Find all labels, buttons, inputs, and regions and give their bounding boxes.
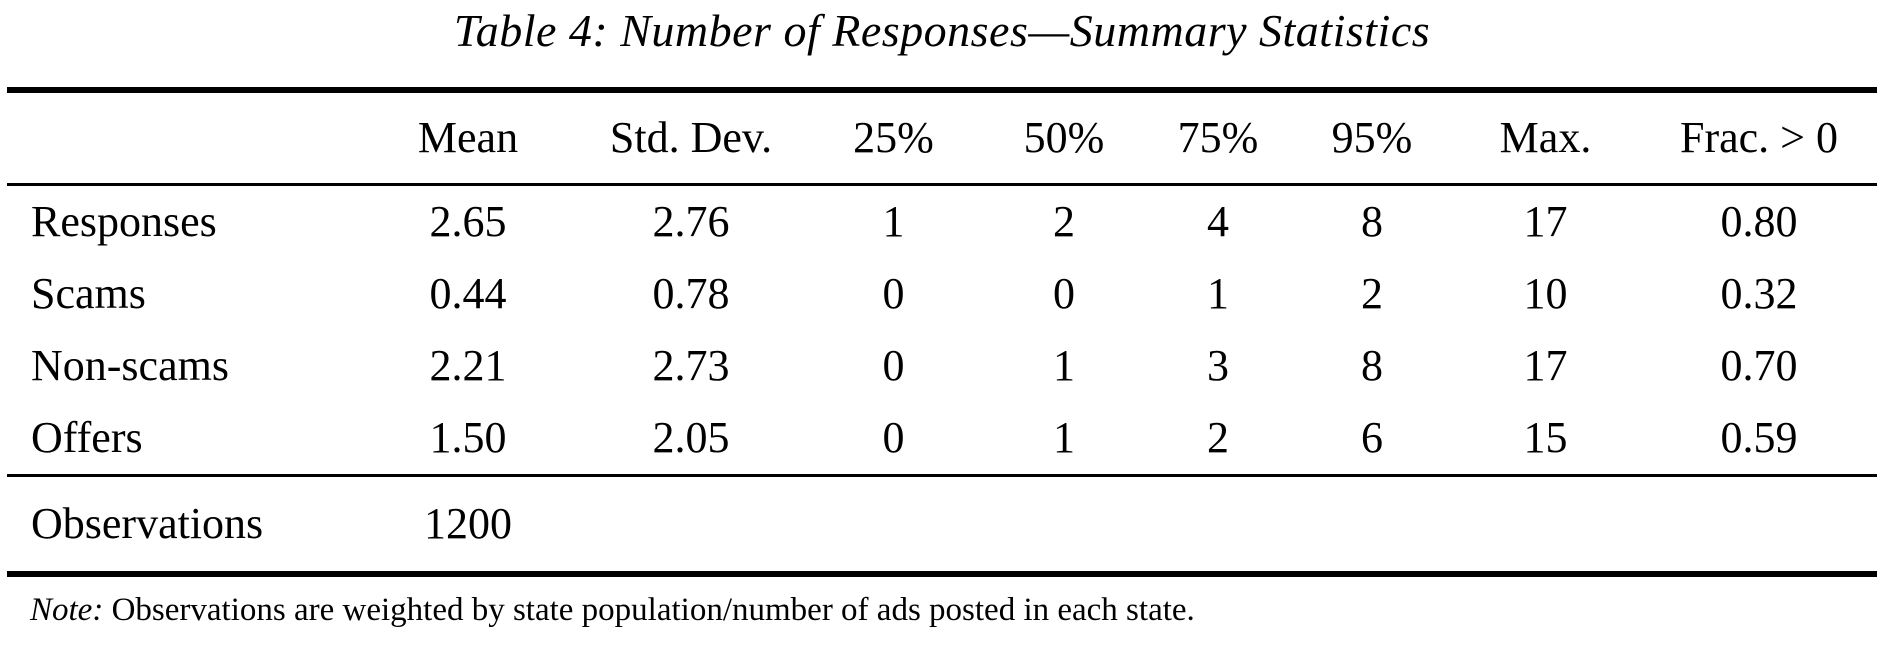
table-row-offers: Offers 1.50 2.05 0 1 2 6 15 0.59 [7, 401, 1877, 477]
observations-label: Observations [31, 499, 264, 549]
cell: 0 [1053, 269, 1075, 319]
cell: 8 [1361, 197, 1383, 247]
cell: 2.65 [429, 197, 507, 247]
header-frac-gt-0: Frac. > 0 [1641, 92, 1877, 186]
table-row-non-scams: Non-scams 2.21 2.73 0 1 3 8 17 0.70 [7, 330, 1877, 402]
cell: 1.50 [355, 401, 581, 477]
row-label: Scams [31, 269, 146, 319]
note-text: Observations are weighted by state popul… [111, 591, 1195, 628]
cell: 4 [1207, 197, 1229, 247]
header-std-dev: Std. Dev. [581, 92, 801, 186]
header-empty [7, 92, 355, 186]
cell: 2.73 [652, 341, 730, 391]
cell: 8 [1361, 341, 1383, 391]
cell: 15 [1450, 401, 1641, 477]
table-row-responses: Responses 2.65 2.76 1 2 4 8 17 0.80 [7, 184, 1877, 258]
bottom-rule [7, 570, 1877, 577]
table-note: Note: Observations are weighted by state… [30, 592, 1877, 629]
header-row: Mean Std. Dev. 25% 50% 75% 95% Max. Frac… [7, 92, 1877, 186]
cell: 0 [882, 341, 905, 391]
header-mean: Mean [355, 92, 581, 186]
cell: 10 [1523, 269, 1568, 319]
cell: 0.59 [1641, 401, 1877, 477]
table-title: Table 4: Number of Responses—Summary Sta… [453, 5, 1431, 56]
cell: 17 [1523, 341, 1568, 391]
cell: 17 [1523, 197, 1568, 247]
cell: 2 [1053, 197, 1075, 247]
header-max: Max. [1450, 92, 1641, 186]
cell: 0.80 [1720, 197, 1798, 247]
cell: 2.21 [429, 341, 507, 391]
cell: 0.44 [429, 269, 507, 319]
cell: 0.70 [1720, 341, 1798, 391]
row-label: Responses [31, 197, 217, 247]
note-prefix: Note: [30, 591, 104, 628]
top-rule [7, 86, 1877, 93]
cell: 0.78 [652, 269, 730, 319]
cell: 2.76 [652, 197, 730, 247]
header-75th-percentile: 75% [1142, 92, 1294, 186]
row-label: Offers [7, 401, 355, 477]
cell: 0 [882, 269, 905, 319]
cell: 0 [801, 401, 986, 477]
header-25th-percentile: 25% [801, 92, 986, 186]
observations-value: 1200 [424, 499, 512, 549]
summary-statistics-table: Mean Std. Dev. 25% 50% 75% 95% Max. Frac… [7, 92, 1877, 571]
cell: 0.32 [1720, 269, 1798, 319]
cell: 1 [1053, 341, 1075, 391]
cell: 1 [882, 197, 905, 247]
row-label: Non-scams [31, 341, 229, 391]
cell: 1 [1207, 269, 1229, 319]
cell: 2.05 [581, 401, 801, 477]
cell: 3 [1207, 341, 1229, 391]
cell: 1 [986, 401, 1142, 477]
observations-row: Observations 1200 [7, 475, 1877, 571]
header-50th-percentile: 50% [986, 92, 1142, 186]
cell: 2 [1142, 401, 1294, 477]
cell: 2 [1361, 269, 1383, 319]
table-row-scams: Scams 0.44 0.78 0 0 1 2 10 0.32 [7, 258, 1877, 330]
cell: 6 [1294, 401, 1450, 477]
header-95th-percentile: 95% [1294, 92, 1450, 186]
